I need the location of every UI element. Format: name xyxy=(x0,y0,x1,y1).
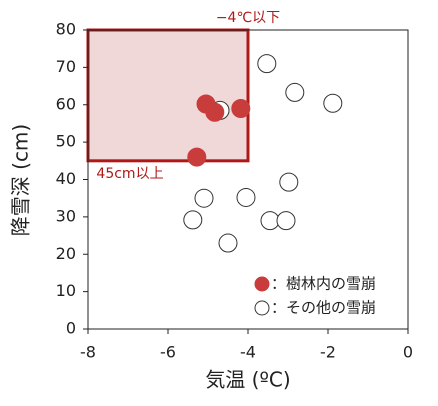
legend-marker xyxy=(254,276,270,292)
y-axis-label: 降雪深 (cm) xyxy=(9,124,33,236)
point xyxy=(285,82,305,102)
annotation: 45cm以上 xyxy=(96,166,163,182)
point xyxy=(260,211,280,231)
y-tick-label: 40 xyxy=(56,169,76,188)
point xyxy=(323,93,343,113)
y-tick-label: 60 xyxy=(56,94,76,113)
x-tick-label: -8 xyxy=(80,343,96,362)
x-tick-label: -6 xyxy=(160,343,176,362)
legend-marker xyxy=(254,300,270,316)
point xyxy=(205,102,225,122)
annotation: −4℃以下 xyxy=(216,10,280,26)
legend-label: ：樹林内の雪崩 xyxy=(271,275,376,293)
x-tick-label: 0 xyxy=(403,343,413,362)
point xyxy=(257,54,277,74)
x-tick-label: -4 xyxy=(240,343,256,362)
y-tick-label: 30 xyxy=(56,206,76,225)
point xyxy=(276,211,296,231)
point xyxy=(236,187,256,207)
x-axis-label: 気温 (ºC) xyxy=(205,368,290,392)
y-tick-label: 20 xyxy=(56,244,76,263)
y-tick-label: 80 xyxy=(56,20,76,39)
x-tick-label: -2 xyxy=(320,343,336,362)
point xyxy=(279,172,299,192)
point xyxy=(194,188,214,208)
y-tick-label: 10 xyxy=(56,281,76,300)
highlight-region xyxy=(86,28,250,163)
point xyxy=(231,98,251,118)
y-tick-label: 0 xyxy=(66,319,76,338)
point xyxy=(183,210,203,230)
point xyxy=(187,147,207,167)
point xyxy=(218,233,238,253)
legend-label: ：その他の雪崩 xyxy=(271,299,376,317)
y-tick-label: 70 xyxy=(56,57,76,76)
y-tick-label: 50 xyxy=(56,132,76,151)
